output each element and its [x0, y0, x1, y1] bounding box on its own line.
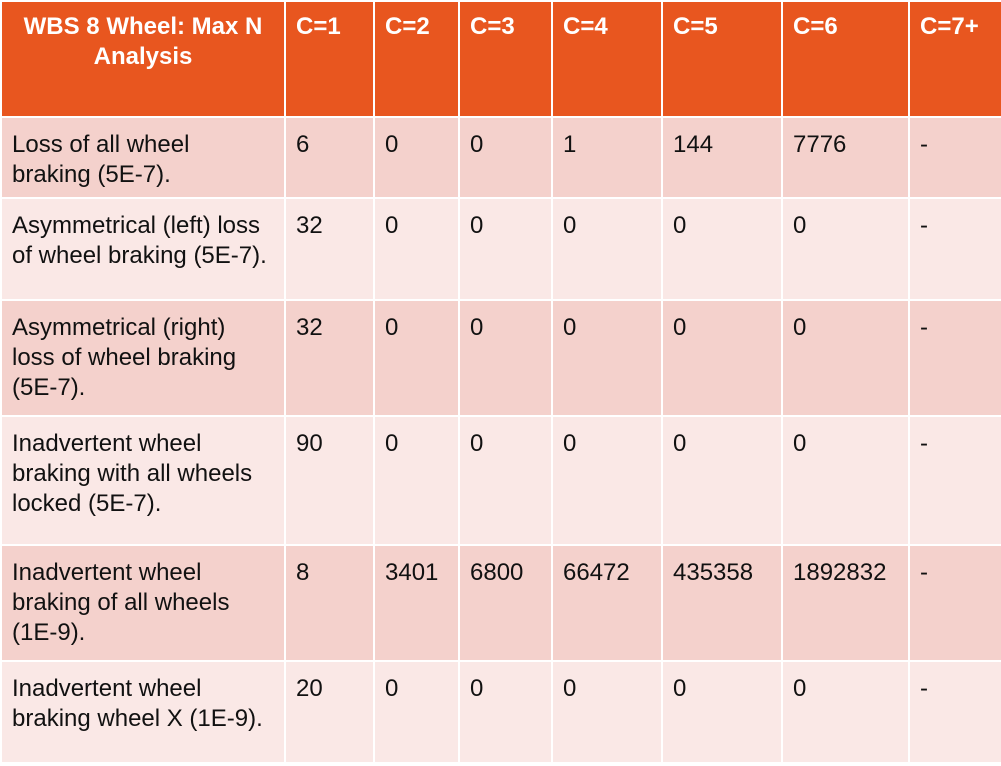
- row-label: Inadvertent wheel braking wheel X (1E-9)…: [0, 660, 286, 764]
- table-cell: -: [908, 299, 1001, 417]
- table-cell: 0: [458, 116, 553, 199]
- table-row: Asymmetrical (right) loss of wheel braki…: [0, 299, 1001, 417]
- row-label: Loss of all wheel braking (5E-7).: [0, 116, 286, 199]
- header-cell-c1: C=1: [284, 0, 375, 118]
- table-cell: 0: [373, 197, 460, 301]
- header-cell-title: WBS 8 Wheel: Max N Analysis: [0, 0, 286, 118]
- table-cell: 0: [373, 116, 460, 199]
- table-cell: 0: [458, 197, 553, 301]
- header-cell-c2: C=2: [373, 0, 460, 118]
- table-cell: 7776: [781, 116, 910, 199]
- row-label: Inadvertent wheel braking of all wheels …: [0, 544, 286, 662]
- header-cell-c6: C=6: [781, 0, 910, 118]
- table-row: Inadvertent wheel braking with all wheel…: [0, 415, 1001, 546]
- table-cell: -: [908, 415, 1001, 546]
- table-cell: 20: [284, 660, 375, 764]
- table-cell: 0: [781, 197, 910, 301]
- table-cell: 1892832: [781, 544, 910, 662]
- table-cell: 435358: [661, 544, 783, 662]
- row-label: Asymmetrical (left) loss of wheel brakin…: [0, 197, 286, 301]
- table-cell: 0: [551, 415, 663, 546]
- table-row: Loss of all wheel braking (5E-7). 6 0 0 …: [0, 116, 1001, 199]
- table-cell: 66472: [551, 544, 663, 662]
- header-row: WBS 8 Wheel: Max N Analysis C=1 C=2 C=3 …: [0, 0, 1001, 118]
- table-cell: 0: [781, 660, 910, 764]
- table-cell: 0: [373, 415, 460, 546]
- table-cell: 0: [458, 299, 553, 417]
- table-cell: 32: [284, 299, 375, 417]
- table-row: Inadvertent wheel braking of all wheels …: [0, 544, 1001, 662]
- table-cell: 0: [458, 660, 553, 764]
- table-cell: 8: [284, 544, 375, 662]
- table-cell: -: [908, 197, 1001, 301]
- table-cell: 0: [458, 415, 553, 546]
- row-label: Asymmetrical (right) loss of wheel braki…: [0, 299, 286, 417]
- table-cell: 0: [551, 660, 663, 764]
- table-cell: 144: [661, 116, 783, 199]
- header-cell-c4: C=4: [551, 0, 663, 118]
- table-cell: 32: [284, 197, 375, 301]
- row-label: Inadvertent wheel braking with all wheel…: [0, 415, 286, 546]
- table-cell: -: [908, 660, 1001, 764]
- table-cell: 6800: [458, 544, 553, 662]
- table-cell: -: [908, 544, 1001, 662]
- table-row: Asymmetrical (left) loss of wheel brakin…: [0, 197, 1001, 301]
- table-cell: 90: [284, 415, 375, 546]
- table-cell: 0: [781, 415, 910, 546]
- header-cell-c3: C=3: [458, 0, 553, 118]
- table-cell: 0: [373, 660, 460, 764]
- table-cell: 0: [551, 197, 663, 301]
- table-cell: 0: [661, 197, 783, 301]
- table-cell: 3401: [373, 544, 460, 662]
- header-cell-c7plus: C=7+: [908, 0, 1001, 118]
- header-cell-c5: C=5: [661, 0, 783, 118]
- table-cell: 6: [284, 116, 375, 199]
- table-cell: -: [908, 116, 1001, 199]
- table-cell: 0: [661, 415, 783, 546]
- table-cell: 1: [551, 116, 663, 199]
- table-cell: 0: [551, 299, 663, 417]
- table-cell: 0: [661, 299, 783, 417]
- table-cell: 0: [781, 299, 910, 417]
- table-cell: 0: [661, 660, 783, 764]
- table-row: Inadvertent wheel braking wheel X (1E-9)…: [0, 660, 1001, 764]
- table-cell: 0: [373, 299, 460, 417]
